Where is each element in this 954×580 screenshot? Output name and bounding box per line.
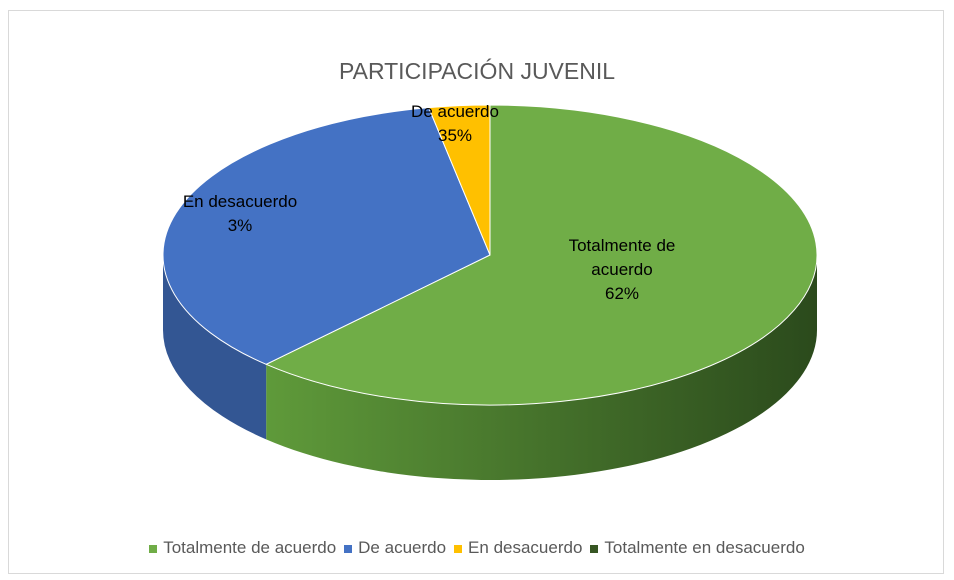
legend-item: Totalmente de acuerdo bbox=[149, 538, 336, 558]
data-label: De acuerdo 35% bbox=[410, 100, 500, 148]
data-label: Totalmente de acuerdo 62% bbox=[547, 234, 697, 306]
chart-frame bbox=[8, 10, 944, 574]
data-label: En desacuerdo 3% bbox=[150, 190, 330, 238]
legend-swatch bbox=[344, 544, 353, 553]
data-label-value: 35% bbox=[437, 126, 473, 145]
legend-label: En desacuerdo bbox=[468, 538, 583, 557]
legend: Totalmente de acuerdo De acuerdo En desacu… bbox=[0, 538, 954, 558]
legend-item: De acuerdo bbox=[344, 538, 446, 558]
legend-swatch bbox=[454, 544, 463, 553]
legend-swatch bbox=[590, 544, 599, 553]
legend-label: De acuerdo bbox=[358, 538, 447, 557]
data-label-category: En desacuerdo bbox=[182, 192, 298, 211]
data-label-value: 62% bbox=[604, 284, 640, 303]
data-label-category: Totalmente de acuerdo bbox=[568, 236, 676, 279]
legend-label: Totalmente en desacuerdo bbox=[604, 538, 805, 557]
slice bbox=[162, 107, 491, 365]
legend-swatch bbox=[149, 544, 158, 553]
slice bbox=[264, 104, 818, 406]
legend-item: Totalmente en desacuerdo bbox=[590, 538, 805, 558]
data-label-category: De acuerdo bbox=[411, 102, 499, 121]
legend-label: Totalmente de acuerdo bbox=[163, 538, 337, 557]
slice-side bbox=[266, 255, 818, 480]
chart-title: PARTICIPACIÓN JUVENIL bbox=[338, 58, 616, 84]
data-label-value: 3% bbox=[227, 216, 253, 235]
slice-side bbox=[163, 255, 267, 440]
legend-item: En desacuerdo bbox=[454, 538, 582, 558]
